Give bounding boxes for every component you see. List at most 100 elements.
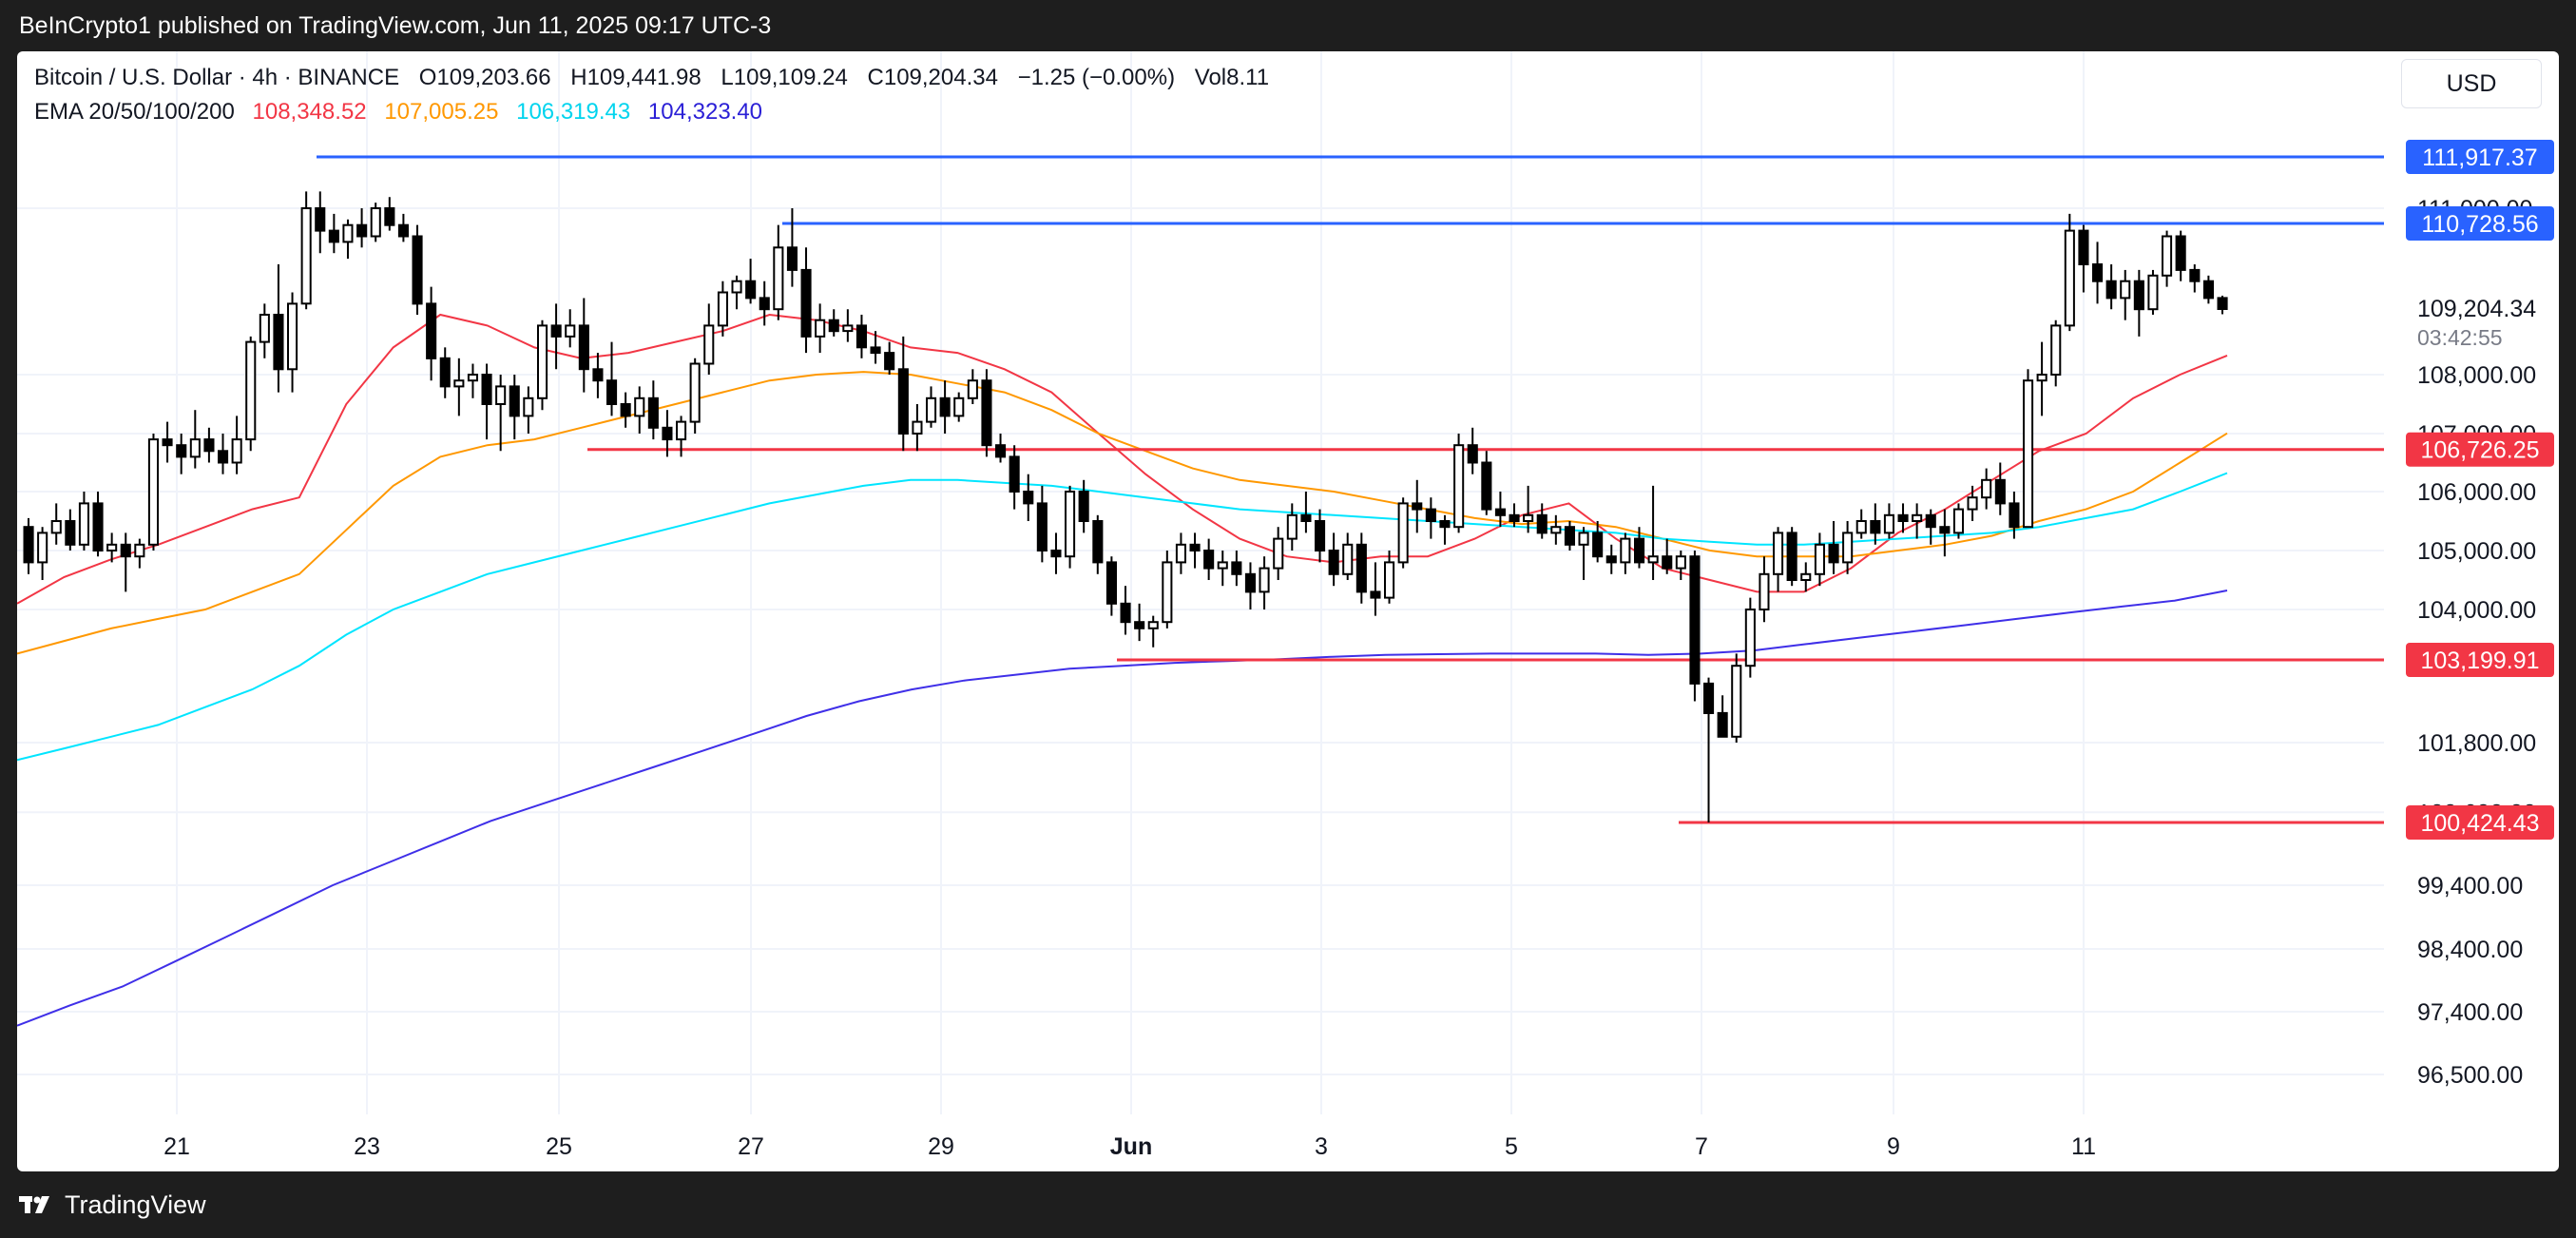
candle-up — [2120, 280, 2131, 300]
candle-down — [592, 368, 604, 382]
candle-down — [1189, 543, 1201, 551]
ema-line-ema100 — [17, 472, 2228, 762]
ema-label[interactable]: EMA 20/50/100/200 — [34, 99, 235, 125]
candle-up — [453, 379, 465, 388]
candle-down — [2092, 263, 2104, 282]
candle-up — [1855, 520, 1867, 534]
candle-up — [1842, 532, 1854, 564]
candle-down — [1134, 621, 1145, 629]
candle-down — [1689, 555, 1701, 685]
x-tick-label: 5 — [1505, 1133, 1518, 1160]
candle-down — [855, 324, 868, 349]
ema100-value: 106,319.43 — [516, 99, 631, 125]
level-badge-support — [2406, 805, 2554, 840]
high-value: H109,441.98 — [570, 65, 702, 90]
candle-down — [439, 357, 451, 388]
candle-down — [328, 229, 339, 243]
footer-bar: TradingView — [0, 1171, 2576, 1238]
candle-down — [1536, 513, 1548, 534]
level-badge-label: 103,199.91 — [2420, 648, 2539, 674]
candle-down — [884, 352, 895, 371]
tradingview-logo-icon[interactable] — [19, 1194, 55, 1215]
candle-down — [995, 444, 1007, 458]
candle-down — [1328, 550, 1339, 575]
ema-line-ema200 — [17, 590, 2228, 1027]
candle-down — [1634, 537, 1645, 564]
candle-down — [426, 302, 437, 359]
x-tick-label: 7 — [1695, 1133, 1708, 1160]
candle-down — [1786, 532, 1797, 581]
chart-area[interactable]: 111,000.00108,000.00107,000.00106,000.00… — [17, 51, 2559, 1171]
candle-down — [2202, 280, 2214, 300]
candle-down — [2105, 280, 2117, 300]
x-tick-label: Jun — [1110, 1133, 1152, 1160]
candle-up — [287, 302, 298, 371]
candle-up — [689, 362, 701, 423]
candle-down — [65, 520, 76, 546]
candle-up — [245, 340, 257, 441]
candle-down — [662, 426, 673, 441]
candle-up — [134, 543, 145, 558]
candle-down — [1244, 572, 1257, 593]
x-tick-label: 27 — [738, 1133, 764, 1160]
candle-up — [565, 324, 576, 338]
candle-down — [550, 324, 562, 338]
candle-down — [1036, 502, 1048, 551]
candle-down — [1300, 513, 1312, 522]
candle-up — [147, 438, 159, 546]
x-tick-label: 29 — [928, 1133, 954, 1160]
candle-down — [356, 223, 368, 238]
candle-down — [1425, 508, 1436, 523]
price-chart[interactable]: 111,000.00108,000.00107,000.00106,000.00… — [17, 51, 2559, 1171]
candle-up — [1912, 513, 1923, 522]
candle-down — [1009, 455, 1020, 493]
candle-down — [273, 314, 284, 371]
candle-up — [1967, 496, 1978, 511]
candle-down — [1023, 491, 1034, 505]
candle-down — [2175, 235, 2186, 271]
candle-up — [2050, 324, 2062, 376]
candle-down — [1994, 478, 2006, 505]
candle-up — [731, 280, 742, 294]
candle-down — [481, 374, 492, 405]
ema-line-ema20 — [17, 313, 2228, 605]
candle-up — [342, 223, 354, 243]
candle-up — [773, 246, 784, 311]
candle-up — [953, 397, 965, 417]
candle-up — [926, 397, 937, 423]
candle-down — [1370, 590, 1381, 599]
candle-down — [397, 223, 409, 238]
candle-down — [897, 368, 909, 435]
y-tick-label: 96,500.00 — [2417, 1062, 2523, 1089]
candle-down — [745, 280, 757, 300]
candle-up — [676, 420, 687, 441]
candle-up — [634, 397, 645, 417]
candle-up — [815, 319, 826, 338]
candle-down — [1231, 561, 1242, 575]
currency-button[interactable]: USD — [2401, 59, 2542, 108]
candle-down — [620, 403, 631, 417]
change-value: −1.25 (−0.00%) — [1017, 65, 1176, 90]
candle-up — [1342, 543, 1354, 575]
candle-down — [828, 319, 839, 333]
candle-up — [1647, 555, 1659, 564]
candle-down — [1203, 550, 1215, 570]
candle-up — [231, 438, 242, 464]
candle-down — [759, 297, 770, 311]
candle-down — [1509, 513, 1520, 522]
candle-up — [2147, 274, 2159, 311]
candle-up — [523, 397, 534, 417]
candle-down — [23, 526, 34, 564]
symbol-label[interactable]: Bitcoin / U.S. Dollar · 4h · BINANCE — [34, 65, 400, 90]
candle-down — [1481, 461, 1492, 511]
candle-up — [1952, 508, 1965, 534]
candle-down — [176, 444, 187, 458]
candle-down — [1105, 561, 1118, 605]
footer-brand[interactable]: TradingView — [65, 1190, 206, 1219]
candle-down — [606, 379, 618, 406]
candle-down — [509, 385, 520, 417]
close-value: C109,204.34 — [867, 65, 998, 90]
candle-up — [1162, 561, 1173, 624]
ema-line-ema50 — [17, 371, 2228, 655]
candle-down — [2189, 268, 2201, 282]
